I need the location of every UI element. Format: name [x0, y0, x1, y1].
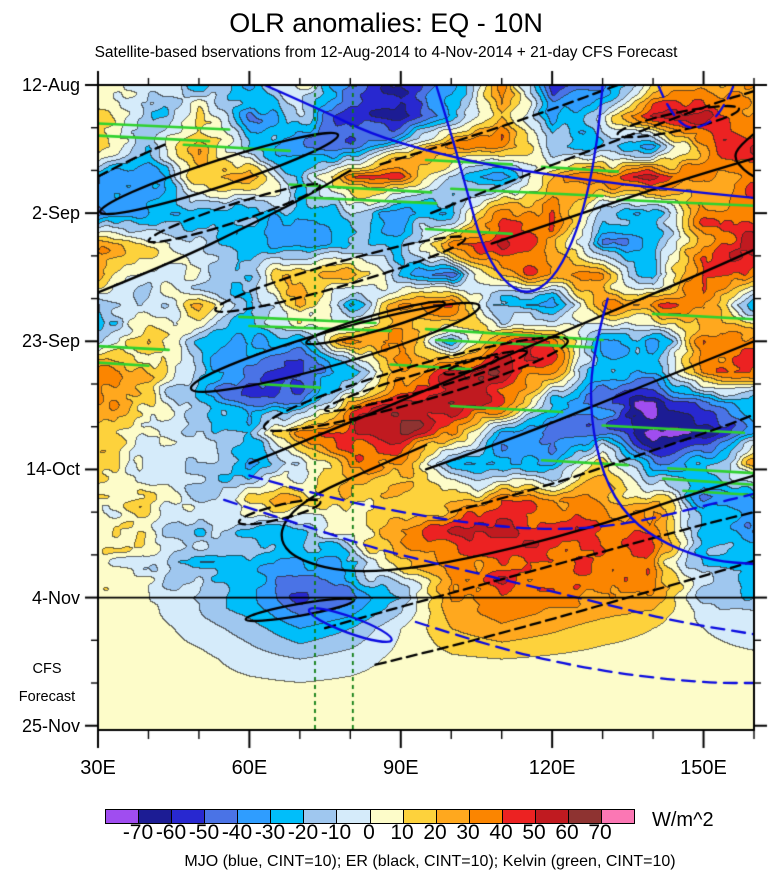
colorbar-tick-label: -60 [155, 821, 187, 844]
colorbar-segment [370, 810, 404, 823]
plot-subtitle: Satellite-based bservations from 12-Aug-… [94, 44, 678, 61]
colorbar-tick-label: -10 [320, 821, 352, 844]
colorbar-segment [601, 810, 634, 823]
legend-caption: MJO (blue, CINT=10); ER (black, CINT=10)… [184, 853, 676, 870]
y-axis-tick-label: 25-Nov [21, 715, 80, 736]
colorbar-tick-label: 50 [522, 821, 546, 844]
colorbar-tick-label: 40 [489, 821, 513, 844]
colorbar-segment [271, 810, 305, 823]
colorbar-units-label: W/m^2 [652, 809, 714, 831]
page-title: OLR anomalies: EQ - 10N [229, 8, 543, 38]
y-axis-tick-label: 4-Nov [31, 587, 80, 608]
colorbar-tick-label: -50 [188, 821, 220, 844]
y-axis-tick-label: 14-Oct [25, 459, 80, 480]
y-axis-tick-label: 12-Aug [21, 75, 80, 95]
colorbar-tick-label: 30 [456, 821, 480, 844]
colorbar-tick-label: 20 [423, 821, 447, 844]
colorbar-segment [469, 810, 503, 823]
colorbar-tick-label: 60 [555, 821, 579, 844]
cfs-label-line1: CFS [32, 661, 62, 677]
colorbar-tick-label: -40 [221, 821, 253, 844]
colorbar-segment [337, 810, 371, 823]
colorbar-segment [139, 810, 173, 823]
colorbar-segment [535, 810, 569, 823]
x-axis-tick-label: 150E [680, 757, 727, 779]
colorbar-segment [436, 810, 470, 823]
colorbar-tick-label: 10 [390, 821, 414, 844]
colorbar-segment [106, 810, 140, 823]
colorbar-tick-label: -30 [254, 821, 286, 844]
colorbar-segment [403, 810, 437, 823]
y-axis-tick-label: 23-Sep [21, 331, 80, 352]
x-axis-tick-label: 60E [231, 757, 268, 779]
colorbar-segment [205, 810, 239, 823]
cfs-label-line2: Forecast [18, 689, 76, 705]
colorbar-tick-label: -70 [122, 821, 154, 844]
x-axis-tick-label: 90E [382, 757, 419, 779]
x-axis-tick-label: 30E [80, 757, 116, 779]
colorbar-segment [568, 810, 602, 823]
colorbar-tick-label: 70 [588, 821, 612, 844]
colorbar [105, 809, 635, 824]
colorbar-tick-label: -20 [287, 821, 319, 844]
colorbar-segment [172, 810, 206, 823]
x-axis-tick-label: 120E [528, 757, 576, 779]
colorbar-segment [304, 810, 338, 823]
y-axis-tick-label: 2-Sep [31, 203, 80, 224]
colorbar-segment [502, 810, 536, 823]
colorbar-segment [238, 810, 272, 823]
colorbar-tick-label: 0 [363, 821, 375, 844]
